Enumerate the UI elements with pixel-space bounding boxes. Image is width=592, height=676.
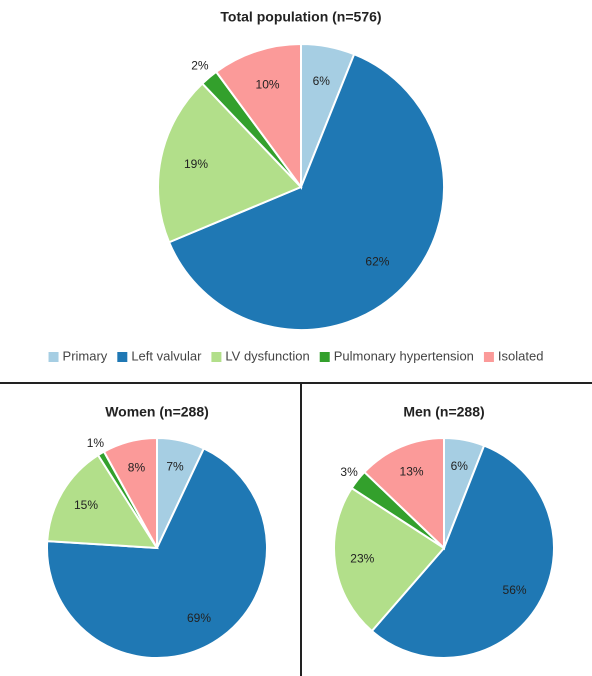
data-label: 19% [184,157,208,171]
pie-slice [167,52,445,331]
data-label: 56% [503,583,527,597]
pie-slice [214,42,302,191]
pie-slice [46,447,268,659]
data-label: 69% [187,611,211,625]
legend-swatch [483,352,494,362]
chart-title: Women (n=288) [105,404,209,420]
pie-slice [333,486,446,633]
data-label: 7% [166,460,184,474]
legend-label: LV dysfunction [225,348,309,363]
data-label: 15% [74,498,98,512]
legend-swatch [319,352,330,362]
pie-slice [370,444,555,659]
data-label: 3% [340,465,358,479]
data-label: 13% [400,464,424,478]
legend-swatch [211,352,222,362]
pie-slice [46,453,159,550]
chart-title: Total population (n=576) [220,9,381,25]
data-label: 1% [87,436,105,450]
legend-label: Isolated [498,348,544,363]
pie-slice [363,436,445,551]
legend-swatch [117,352,128,362]
chart-title: Men (n=288) [403,404,484,420]
data-label: 6% [313,74,331,88]
legend-swatch [48,352,59,362]
data-label: 8% [128,460,146,474]
legend-label: Pulmonary hypertension [334,348,474,363]
legend-label: Left valvular [131,348,202,363]
pie-slice [157,82,303,244]
data-label: 10% [256,77,280,91]
data-label: 6% [451,459,469,473]
legend-label: Primary [63,348,108,363]
data-label: 23% [350,552,374,566]
data-label: 62% [365,254,389,268]
pie-slice [102,436,158,549]
data-label: 2% [191,59,209,73]
